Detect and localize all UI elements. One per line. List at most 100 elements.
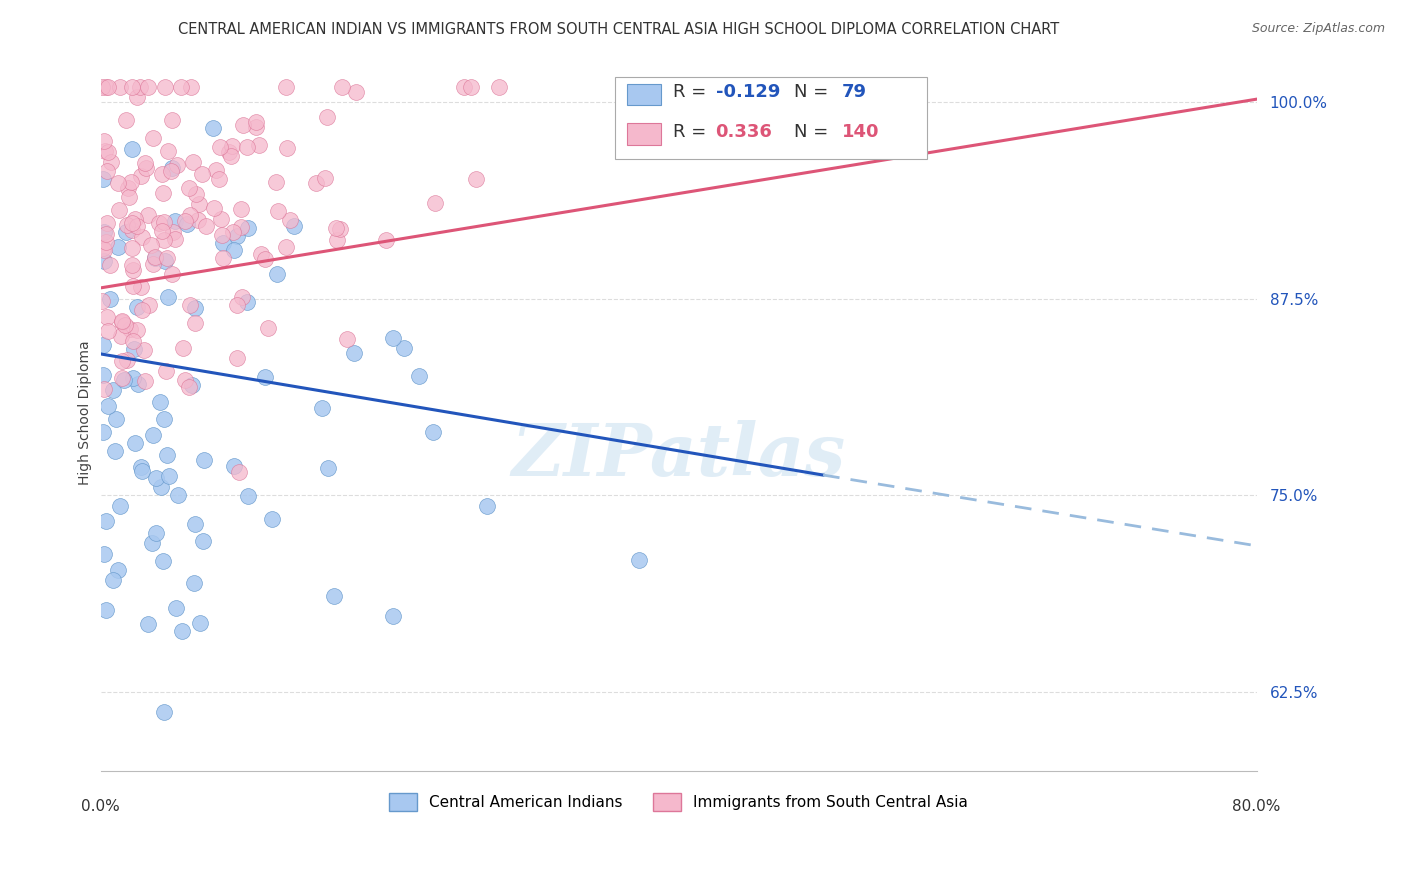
Point xyxy=(115,112,138,127)
Point xyxy=(150,224,173,238)
Point xyxy=(211,227,233,242)
Point xyxy=(336,332,359,346)
Point xyxy=(97,324,120,338)
Point xyxy=(138,297,160,311)
Point xyxy=(107,240,129,254)
Point xyxy=(143,250,166,264)
Point xyxy=(156,290,179,304)
Point xyxy=(121,142,143,156)
Point xyxy=(193,453,215,467)
Point xyxy=(209,139,232,153)
Point xyxy=(165,232,187,246)
Point xyxy=(125,219,148,233)
Point xyxy=(101,573,124,587)
Point xyxy=(162,225,184,239)
Point xyxy=(247,137,270,152)
Text: 0.336: 0.336 xyxy=(716,123,772,141)
Point xyxy=(325,221,347,235)
Point xyxy=(134,343,156,357)
Point xyxy=(343,345,366,359)
Point xyxy=(226,351,249,365)
Point xyxy=(91,241,114,255)
Point xyxy=(118,190,141,204)
Point xyxy=(127,323,149,337)
Point xyxy=(212,236,235,251)
Text: 80.0%: 80.0% xyxy=(1232,799,1281,814)
Point xyxy=(278,213,301,227)
Point xyxy=(157,469,180,483)
Text: ZIPatlas: ZIPatlas xyxy=(512,420,845,491)
Point xyxy=(97,145,120,159)
Text: 0.0%: 0.0% xyxy=(82,799,120,814)
Point xyxy=(96,310,118,324)
Point xyxy=(184,301,207,315)
Point xyxy=(245,120,267,135)
Point xyxy=(304,176,326,190)
Text: 140: 140 xyxy=(842,123,879,141)
Bar xyxy=(614,77,927,159)
Point xyxy=(96,164,118,178)
Point xyxy=(221,149,243,163)
Point xyxy=(188,616,211,631)
Point xyxy=(165,214,187,228)
Point xyxy=(184,316,207,330)
Point xyxy=(236,294,259,309)
Text: Source: ZipAtlas.com: Source: ZipAtlas.com xyxy=(1251,22,1385,36)
Point xyxy=(260,511,283,525)
Point xyxy=(93,134,115,148)
Point xyxy=(142,257,165,271)
Point xyxy=(142,131,165,145)
Point xyxy=(111,354,134,368)
Point xyxy=(475,499,498,513)
Point xyxy=(115,225,138,239)
Point xyxy=(150,167,173,181)
Point xyxy=(127,376,149,391)
Point xyxy=(124,342,146,356)
Point xyxy=(166,158,188,172)
Point xyxy=(344,85,367,99)
Point xyxy=(329,221,352,235)
Point xyxy=(134,374,156,388)
Point xyxy=(184,186,207,201)
Point xyxy=(229,219,252,234)
Point xyxy=(232,118,254,132)
Bar xyxy=(627,123,661,145)
Point xyxy=(628,553,651,567)
Point xyxy=(136,616,159,631)
Point xyxy=(160,164,183,178)
Point xyxy=(107,176,129,190)
Point xyxy=(155,251,177,265)
Point xyxy=(136,79,159,94)
Point xyxy=(254,370,277,384)
Point xyxy=(93,243,115,257)
Point xyxy=(274,79,297,94)
Point xyxy=(179,208,201,222)
Point xyxy=(121,216,143,230)
Point xyxy=(93,383,115,397)
Point xyxy=(323,589,346,603)
Point xyxy=(381,609,404,624)
Point xyxy=(131,303,153,318)
Point xyxy=(160,161,183,175)
Point xyxy=(98,293,121,307)
Point xyxy=(170,624,193,638)
Point xyxy=(314,171,336,186)
Point xyxy=(156,144,179,158)
Point xyxy=(100,155,122,169)
Point xyxy=(94,79,117,94)
Point xyxy=(98,258,121,272)
Point xyxy=(177,380,200,394)
Point xyxy=(111,315,134,329)
Point xyxy=(236,139,259,153)
Point xyxy=(231,290,253,304)
Point xyxy=(121,241,143,255)
Point xyxy=(141,536,163,550)
Point xyxy=(121,258,143,272)
Point xyxy=(176,218,198,232)
Point xyxy=(222,225,245,239)
Point xyxy=(93,254,115,268)
Point xyxy=(194,219,217,233)
Text: R =: R = xyxy=(673,83,711,102)
Point xyxy=(183,576,205,591)
Point xyxy=(266,267,288,281)
